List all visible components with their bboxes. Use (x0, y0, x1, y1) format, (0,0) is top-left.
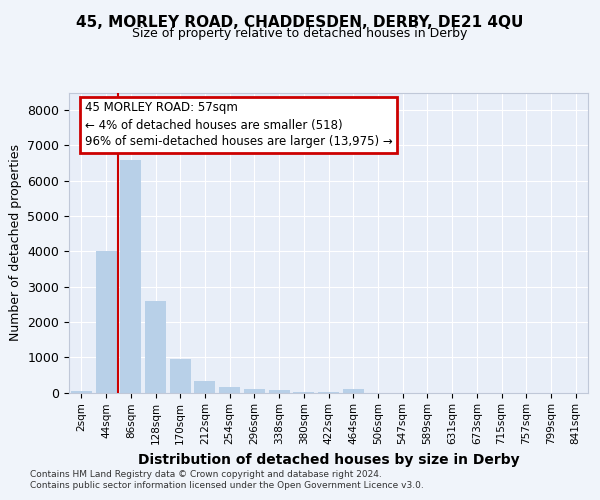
Bar (95, 252, 116, 392)
Bar (219, 387, 240, 392)
Y-axis label: Number of detached properties: Number of detached properties (9, 144, 22, 341)
Text: 45, MORLEY ROAD, CHADDESDEN, DERBY, DE21 4QU: 45, MORLEY ROAD, CHADDESDEN, DERBY, DE21… (76, 15, 524, 30)
Bar (244, 389, 265, 392)
Text: Contains HM Land Registry data © Crown copyright and database right 2024.: Contains HM Land Registry data © Crown c… (30, 470, 382, 479)
Bar (269, 390, 290, 392)
Text: 45 MORLEY ROAD: 57sqm
← 4% of detached houses are smaller (518)
96% of semi-deta: 45 MORLEY ROAD: 57sqm ← 4% of detached h… (85, 102, 392, 148)
Bar (120, 160, 141, 392)
Bar (194, 381, 215, 392)
X-axis label: Distribution of detached houses by size in Derby: Distribution of detached houses by size … (137, 452, 520, 466)
Bar (71, 390, 92, 392)
Bar (145, 300, 166, 392)
Text: Size of property relative to detached houses in Derby: Size of property relative to detached ho… (133, 27, 467, 40)
Text: Contains public sector information licensed under the Open Government Licence v3: Contains public sector information licen… (30, 481, 424, 490)
Bar (343, 389, 364, 392)
Bar (170, 359, 191, 392)
